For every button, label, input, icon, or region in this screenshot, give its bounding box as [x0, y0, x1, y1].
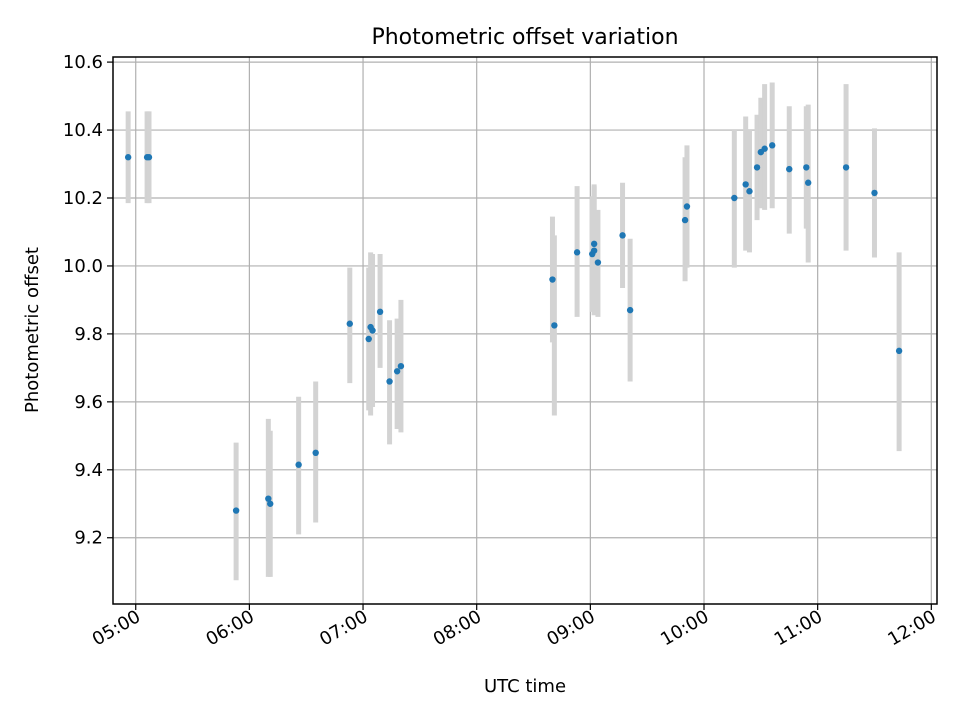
data-point [346, 320, 353, 327]
data-point [267, 500, 274, 507]
y-axis-title: Photometric offset [22, 247, 43, 413]
y-axis: 9.2 9.4 9.6 9.8 10.0 10.2 10.4 10.6 [63, 52, 113, 549]
data-point [549, 276, 556, 283]
data-point [265, 495, 272, 502]
data-point [573, 249, 581, 256]
data-point [746, 188, 753, 195]
y-tick-label: 10.6 [63, 52, 103, 73]
data-point [683, 203, 691, 210]
data-point [842, 164, 850, 171]
data-point [590, 247, 598, 254]
data-point [393, 368, 401, 375]
y-tick-label: 10.0 [63, 256, 103, 277]
data-point [551, 322, 558, 329]
data-point [626, 306, 634, 314]
data-point [761, 145, 768, 152]
data-point [786, 165, 793, 173]
data-point [376, 308, 384, 316]
data-point [895, 347, 903, 355]
data-point [742, 181, 749, 188]
x-axis-title: UTC time [484, 676, 566, 697]
data-point [594, 259, 602, 266]
y-tick-label: 9.2 [74, 528, 103, 549]
data-point [312, 449, 319, 457]
data-point [386, 378, 393, 385]
data-point [124, 154, 132, 161]
data-point [232, 507, 240, 514]
y-tick-label: 10.2 [63, 188, 103, 209]
data-point [397, 362, 405, 370]
data-point [804, 179, 812, 186]
data-point [871, 189, 878, 197]
grid [113, 57, 937, 604]
chart-title: Photometric offset variation [371, 25, 678, 50]
y-tick-label: 10.4 [63, 120, 103, 141]
y-tick-label: 9.6 [74, 392, 103, 413]
data-point [590, 240, 598, 248]
data-point [753, 164, 761, 171]
data-point [145, 154, 153, 161]
data-point [369, 327, 376, 334]
data-point [681, 216, 689, 224]
data-point [731, 194, 738, 202]
data-point [619, 232, 626, 239]
data-points [124, 142, 903, 514]
data-point [295, 461, 302, 468]
data-point [803, 164, 810, 171]
data-point [365, 335, 372, 343]
plot-frame [112, 56, 938, 605]
y-tick-label: 9.4 [74, 460, 103, 481]
y-tick-label: 9.8 [74, 324, 103, 345]
data-point [769, 142, 776, 149]
